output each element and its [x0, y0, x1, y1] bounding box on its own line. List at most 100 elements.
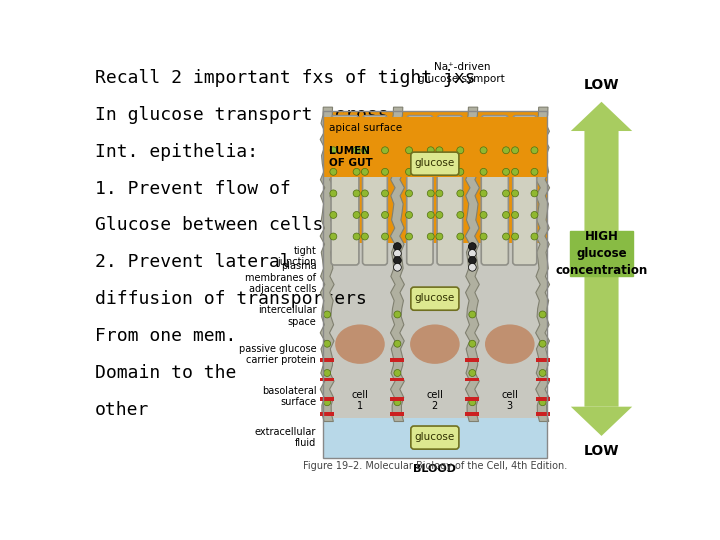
FancyBboxPatch shape [513, 116, 537, 265]
Text: Figure 19–2. Molecular Biology of the Cell, 4th Edition.: Figure 19–2. Molecular Biology of the Ce… [302, 461, 567, 471]
Bar [390, 359, 405, 362]
Circle shape [361, 212, 369, 218]
Circle shape [382, 233, 389, 240]
Circle shape [405, 212, 413, 218]
Circle shape [361, 233, 369, 240]
FancyBboxPatch shape [411, 152, 459, 175]
Circle shape [456, 233, 464, 240]
Circle shape [469, 242, 476, 251]
Text: 2. Prevent lateral: 2. Prevent lateral [94, 253, 290, 272]
Bar [323, 117, 547, 177]
Circle shape [456, 190, 464, 197]
Circle shape [427, 168, 434, 176]
Polygon shape [571, 407, 632, 436]
Text: cell
3: cell 3 [501, 390, 518, 411]
Circle shape [427, 212, 434, 218]
Circle shape [512, 168, 518, 176]
Circle shape [361, 147, 369, 154]
Circle shape [480, 147, 487, 154]
Text: LOW: LOW [584, 444, 619, 457]
Circle shape [512, 147, 518, 154]
Circle shape [361, 190, 369, 197]
Circle shape [427, 147, 434, 154]
Circle shape [324, 311, 330, 318]
Bar [465, 412, 480, 416]
Circle shape [394, 399, 401, 406]
Circle shape [539, 399, 546, 406]
Circle shape [353, 168, 360, 176]
Text: plasma
membranes of
adjacent cells: plasma membranes of adjacent cells [246, 261, 316, 294]
Circle shape [330, 233, 337, 240]
Circle shape [353, 147, 360, 154]
Circle shape [456, 168, 464, 176]
Circle shape [531, 168, 538, 176]
Bar [323, 111, 547, 242]
FancyBboxPatch shape [407, 116, 433, 265]
Text: intercellular
space: intercellular space [258, 305, 316, 327]
Bar [465, 359, 480, 362]
Circle shape [382, 212, 389, 218]
Circle shape [531, 212, 538, 218]
Text: glucose: glucose [415, 432, 455, 442]
Circle shape [324, 340, 330, 347]
Circle shape [531, 233, 538, 240]
Text: HIGH
glucose
concentration: HIGH glucose concentration [555, 230, 647, 277]
Text: tight
junction: tight junction [277, 246, 316, 267]
Polygon shape [320, 107, 334, 422]
Circle shape [480, 212, 487, 218]
Circle shape [469, 399, 476, 406]
Text: glucose: glucose [415, 158, 455, 168]
Bar [465, 397, 480, 401]
Circle shape [436, 147, 443, 154]
Circle shape [531, 190, 538, 197]
Text: other: other [94, 401, 149, 419]
Circle shape [469, 369, 476, 376]
Circle shape [512, 190, 518, 197]
Text: passive glucose
carrier protein: passive glucose carrier protein [238, 344, 316, 366]
Text: Glucose between cells: Glucose between cells [94, 217, 323, 234]
Circle shape [456, 212, 464, 218]
Circle shape [436, 168, 443, 176]
Text: In glucose transport across: In glucose transport across [94, 106, 388, 124]
Text: glucose: glucose [415, 293, 455, 303]
FancyBboxPatch shape [411, 287, 459, 310]
Circle shape [480, 190, 487, 197]
Circle shape [394, 242, 401, 251]
Text: LUMEN
OF GUT: LUMEN OF GUT [329, 146, 372, 168]
Circle shape [394, 311, 401, 318]
Circle shape [436, 233, 443, 240]
Circle shape [512, 212, 518, 218]
FancyBboxPatch shape [363, 116, 387, 265]
Circle shape [503, 233, 510, 240]
Circle shape [405, 168, 413, 176]
Bar [323, 417, 547, 457]
Text: 1. Prevent flow of: 1. Prevent flow of [94, 179, 290, 198]
FancyBboxPatch shape [411, 426, 459, 449]
Text: apical surface: apical surface [329, 123, 402, 132]
Circle shape [394, 369, 401, 376]
Bar [320, 412, 334, 416]
Circle shape [330, 168, 337, 176]
Circle shape [361, 168, 369, 176]
Circle shape [512, 233, 518, 240]
Circle shape [469, 249, 476, 257]
Circle shape [427, 190, 434, 197]
Circle shape [456, 147, 464, 154]
Circle shape [353, 233, 360, 240]
Text: From one mem.: From one mem. [94, 327, 236, 346]
Circle shape [469, 340, 476, 347]
Polygon shape [571, 102, 632, 407]
Ellipse shape [485, 325, 534, 364]
Circle shape [382, 147, 389, 154]
Bar [323, 111, 547, 457]
Text: BLOOD: BLOOD [413, 464, 456, 474]
Circle shape [382, 168, 389, 176]
Text: extracellular
fluid: extracellular fluid [255, 427, 316, 448]
Circle shape [503, 190, 510, 197]
Circle shape [405, 190, 413, 197]
Text: Int. epithelia:: Int. epithelia: [94, 143, 258, 160]
Ellipse shape [335, 325, 384, 364]
FancyBboxPatch shape [331, 116, 359, 265]
Circle shape [405, 233, 413, 240]
Bar [390, 412, 405, 416]
